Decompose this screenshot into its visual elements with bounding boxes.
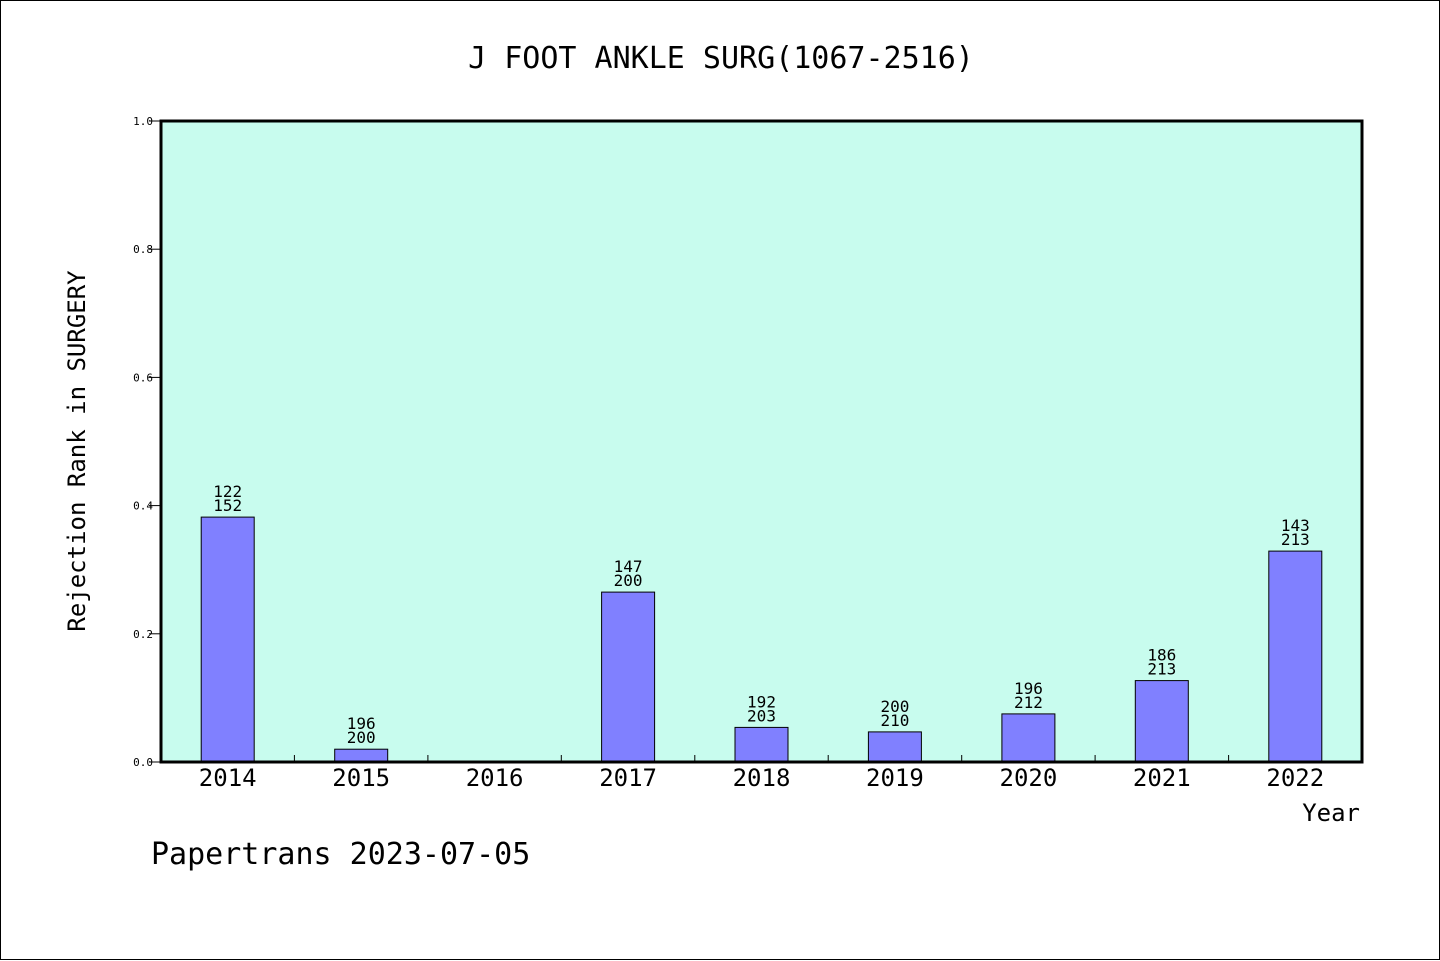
- bar-2015: [334, 748, 389, 763]
- y-tick-label: 0.6: [133, 371, 153, 384]
- bar-label-top-2015: 196: [347, 714, 376, 733]
- bars-layer: [200, 516, 1323, 763]
- bar-label-bottom-2021: 213: [1147, 660, 1176, 679]
- bar-label-top-2018: 192: [747, 692, 776, 711]
- bar-label-bottom-2014: 152: [213, 496, 242, 515]
- bar-label-bottom-2019: 210: [880, 711, 909, 730]
- bar-label-top-2019: 200: [880, 697, 909, 716]
- bar-2020: [1001, 713, 1056, 763]
- bar-label-top-2017: 147: [614, 557, 643, 576]
- bar-label-bottom-2020: 212: [1014, 693, 1043, 712]
- x-tick-label-2022: 2022: [1266, 764, 1324, 792]
- bar-2019: [867, 731, 922, 763]
- y-tick-label: 0.2: [133, 628, 153, 641]
- bar-label-top-2022: 143: [1281, 516, 1310, 535]
- bar-label-bottom-2017: 200: [614, 571, 643, 590]
- bar-2017: [601, 591, 656, 763]
- y-tick-label: 0.0: [133, 756, 153, 769]
- bar-label-top-2021: 186: [1147, 646, 1176, 665]
- x-axis-label: Year: [1302, 799, 1360, 827]
- y-tick-label: 0.8: [133, 243, 153, 256]
- bar-label-bottom-2018: 203: [747, 706, 776, 725]
- x-tick-label-2018: 2018: [733, 764, 791, 792]
- bar-label-bottom-2022: 213: [1281, 530, 1310, 549]
- x-tick-label-2019: 2019: [866, 764, 924, 792]
- x-tick-label-2015: 2015: [332, 764, 390, 792]
- x-tick-label-2020: 2020: [1000, 764, 1058, 792]
- chart-title: J FOOT ANKLE SURG(1067-2516): [468, 41, 974, 76]
- x-axis: 2014 2015 2016 2017 2018 2019 2020 2021 2022: [199, 755, 1324, 792]
- bar-2021: [1134, 680, 1189, 763]
- bar-label-top-2014: 122: [213, 482, 242, 501]
- x-tick-label-2016: 2016: [466, 764, 524, 792]
- plot-border: [159, 119, 1364, 764]
- bar-2022: [1268, 550, 1323, 763]
- bar-label-top-2020: 196: [1014, 679, 1043, 698]
- y-axis: 0.0 0.2 0.4 0.6 0.8 1.0: [133, 115, 161, 769]
- y-tick-label: 0.4: [133, 500, 153, 513]
- y-tick-label: 1.0: [133, 115, 153, 128]
- x-tick-label-2014: 2014: [199, 764, 257, 792]
- x-tick-label-2017: 2017: [599, 764, 657, 792]
- bar-label-bottom-2015: 200: [347, 728, 376, 747]
- bar-2018: [734, 726, 789, 763]
- plot-area: [161, 121, 1362, 762]
- x-tick-label-2021: 2021: [1133, 764, 1191, 792]
- footer-credit: Papertrans 2023-07-05: [151, 837, 530, 872]
- bar-2014: [200, 516, 255, 763]
- y-axis-label: Rejection Rank in SURGERY: [63, 270, 91, 632]
